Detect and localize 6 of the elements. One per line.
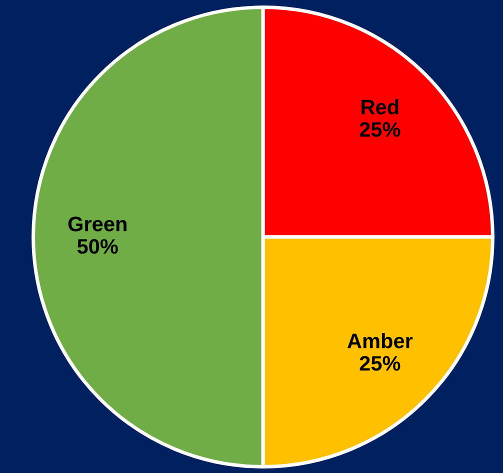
data-label: 25% [360, 356, 400, 371]
slice-label: Green [68, 216, 126, 232]
data-label: 50% [77, 239, 118, 254]
slice-label: Red [362, 99, 398, 114]
slice-label: Amber [347, 333, 413, 348]
data-label: 25% [360, 122, 400, 137]
